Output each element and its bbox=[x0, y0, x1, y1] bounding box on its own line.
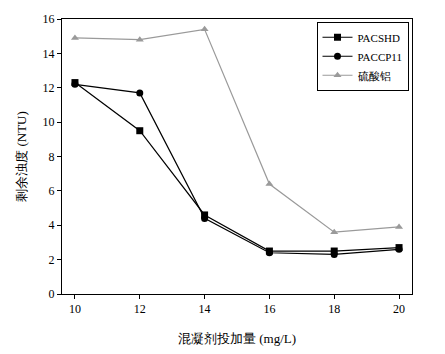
svg-text:14: 14 bbox=[199, 302, 211, 316]
svg-text:16: 16 bbox=[263, 302, 275, 316]
svg-text:12: 12 bbox=[43, 81, 55, 95]
svg-text:14: 14 bbox=[43, 47, 55, 61]
svg-text:0: 0 bbox=[49, 287, 55, 301]
svg-text:2: 2 bbox=[49, 253, 55, 267]
svg-text:18: 18 bbox=[328, 302, 340, 316]
svg-text:PACSHD: PACSHD bbox=[358, 32, 400, 44]
svg-text:6: 6 bbox=[49, 184, 55, 198]
svg-text:4: 4 bbox=[49, 218, 55, 232]
svg-text:10: 10 bbox=[69, 302, 81, 316]
svg-text:8: 8 bbox=[49, 150, 55, 164]
svg-text:16: 16 bbox=[43, 12, 55, 26]
svg-text:混凝剂投加量 (mg/L): 混凝剂投加量 (mg/L) bbox=[178, 331, 296, 346]
svg-text:12: 12 bbox=[134, 302, 146, 316]
svg-text:硫酸铝: 硫酸铝 bbox=[358, 70, 391, 82]
svg-text:剩余浊度 (NTU): 剩余浊度 (NTU) bbox=[14, 111, 29, 202]
svg-text:10: 10 bbox=[43, 115, 55, 129]
svg-text:20: 20 bbox=[393, 302, 405, 316]
svg-text:PACCP11: PACCP11 bbox=[358, 51, 402, 63]
